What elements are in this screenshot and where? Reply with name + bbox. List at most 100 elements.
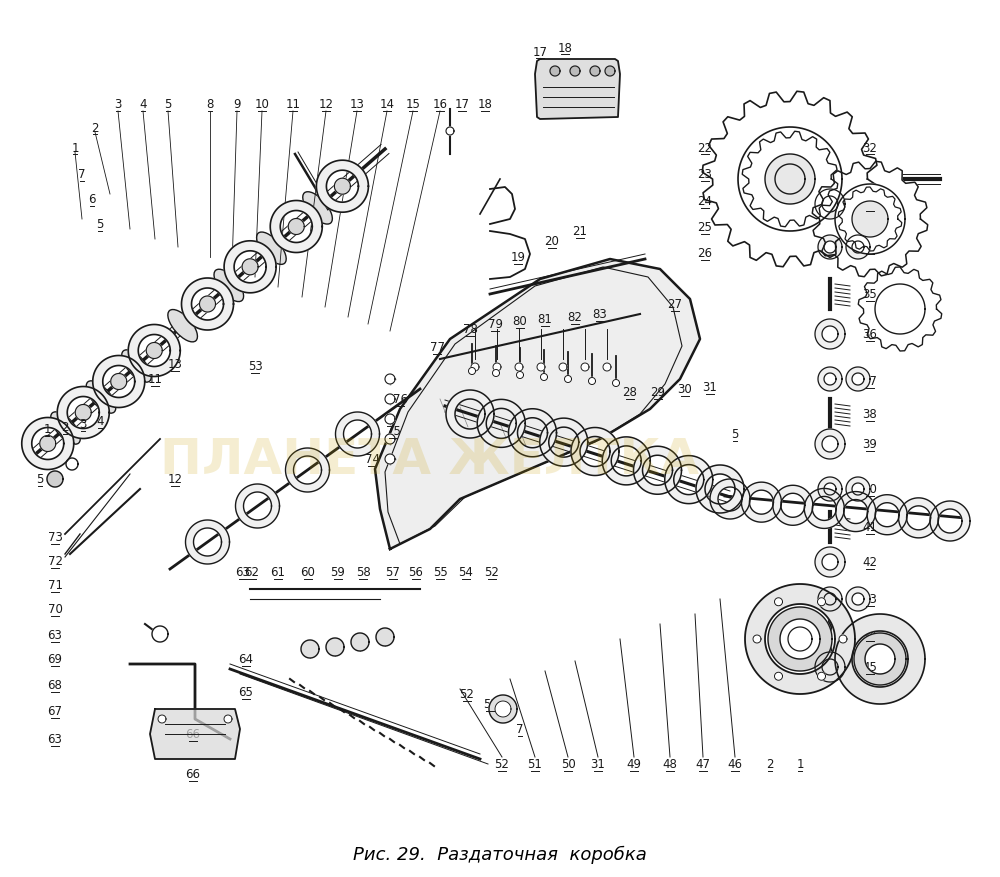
Polygon shape xyxy=(385,415,395,424)
Text: 5: 5 xyxy=(164,98,172,111)
Polygon shape xyxy=(224,241,276,294)
Text: 54: 54 xyxy=(459,566,473,579)
Ellipse shape xyxy=(122,351,151,382)
Polygon shape xyxy=(236,484,280,529)
Text: 2: 2 xyxy=(61,421,69,434)
Text: 70: 70 xyxy=(48,602,62,616)
Polygon shape xyxy=(446,390,494,438)
Text: 76: 76 xyxy=(393,393,408,406)
Text: 53: 53 xyxy=(248,360,262,373)
Text: 14: 14 xyxy=(380,98,395,111)
Text: 7: 7 xyxy=(78,168,86,182)
Polygon shape xyxy=(351,633,369,652)
Polygon shape xyxy=(336,412,380,456)
Polygon shape xyxy=(535,60,620,120)
Text: 46: 46 xyxy=(728,758,742,771)
Text: 2: 2 xyxy=(766,758,774,771)
Text: ПЛАНЕТА ЖЕЛТКА: ПЛАНЕТА ЖЕЛТКА xyxy=(160,436,700,483)
Ellipse shape xyxy=(303,192,332,225)
Text: 74: 74 xyxy=(365,453,380,466)
Text: 61: 61 xyxy=(271,566,286,579)
Polygon shape xyxy=(22,418,74,470)
Polygon shape xyxy=(93,356,145,408)
Polygon shape xyxy=(316,161,368,213)
Polygon shape xyxy=(804,488,844,529)
Polygon shape xyxy=(570,67,580,77)
Polygon shape xyxy=(509,410,556,457)
Polygon shape xyxy=(836,492,876,532)
Polygon shape xyxy=(541,374,548,381)
Text: 78: 78 xyxy=(463,323,477,336)
Ellipse shape xyxy=(86,381,116,414)
Polygon shape xyxy=(111,374,127,390)
Polygon shape xyxy=(846,367,870,391)
Polygon shape xyxy=(818,367,842,391)
Polygon shape xyxy=(775,598,782,606)
Ellipse shape xyxy=(168,310,197,343)
Polygon shape xyxy=(753,635,761,643)
Polygon shape xyxy=(571,428,619,476)
Text: 17: 17 xyxy=(455,98,470,111)
Text: 45: 45 xyxy=(863,660,877,674)
Text: 22: 22 xyxy=(698,141,712,154)
Text: 71: 71 xyxy=(48,579,63,592)
Polygon shape xyxy=(818,588,842,611)
Text: 2: 2 xyxy=(91,121,99,134)
Text: 52: 52 xyxy=(485,566,499,579)
Polygon shape xyxy=(603,364,611,372)
Polygon shape xyxy=(152,626,168,642)
Polygon shape xyxy=(158,715,166,724)
Text: 58: 58 xyxy=(356,566,370,579)
Text: 6: 6 xyxy=(88,193,96,206)
Polygon shape xyxy=(495,702,511,717)
Text: 9: 9 xyxy=(233,98,241,111)
Ellipse shape xyxy=(257,232,286,265)
Polygon shape xyxy=(775,165,805,195)
Polygon shape xyxy=(581,364,589,372)
Text: 32: 32 xyxy=(863,141,877,154)
Polygon shape xyxy=(515,364,523,372)
Polygon shape xyxy=(301,640,319,659)
Text: 52: 52 xyxy=(460,688,474,701)
Text: 29: 29 xyxy=(650,386,666,399)
Polygon shape xyxy=(899,498,939,538)
Text: 63: 63 xyxy=(236,566,250,579)
Text: 82: 82 xyxy=(568,311,582,324)
Polygon shape xyxy=(57,387,109,439)
Polygon shape xyxy=(385,454,395,465)
Text: 5: 5 xyxy=(731,428,739,441)
Polygon shape xyxy=(66,459,78,470)
Polygon shape xyxy=(835,185,905,254)
Text: 3: 3 xyxy=(79,418,87,431)
Text: 18: 18 xyxy=(478,98,492,111)
Ellipse shape xyxy=(214,270,244,303)
Text: 75: 75 xyxy=(386,425,400,438)
Text: 34: 34 xyxy=(863,241,877,254)
Text: 53: 53 xyxy=(483,698,497,710)
Polygon shape xyxy=(493,370,500,377)
Text: 23: 23 xyxy=(698,168,712,182)
Polygon shape xyxy=(146,343,162,359)
Polygon shape xyxy=(818,477,842,502)
Text: 51: 51 xyxy=(528,758,542,771)
Polygon shape xyxy=(493,364,501,372)
Text: 39: 39 xyxy=(863,438,877,451)
Polygon shape xyxy=(815,652,845,682)
Polygon shape xyxy=(469,368,476,375)
Text: 11: 11 xyxy=(286,98,301,111)
Text: 60: 60 xyxy=(301,566,315,579)
Text: 66: 66 xyxy=(186,728,201,741)
Polygon shape xyxy=(742,132,838,227)
Text: 55: 55 xyxy=(433,566,447,579)
Text: 77: 77 xyxy=(430,341,445,354)
Text: 8: 8 xyxy=(206,98,214,111)
Polygon shape xyxy=(812,162,928,277)
Text: 24: 24 xyxy=(698,196,712,208)
Polygon shape xyxy=(818,673,826,681)
Polygon shape xyxy=(540,418,588,467)
Text: 72: 72 xyxy=(48,555,63,567)
Polygon shape xyxy=(589,378,596,385)
Polygon shape xyxy=(613,380,620,387)
Polygon shape xyxy=(818,236,842,260)
Polygon shape xyxy=(846,477,870,502)
